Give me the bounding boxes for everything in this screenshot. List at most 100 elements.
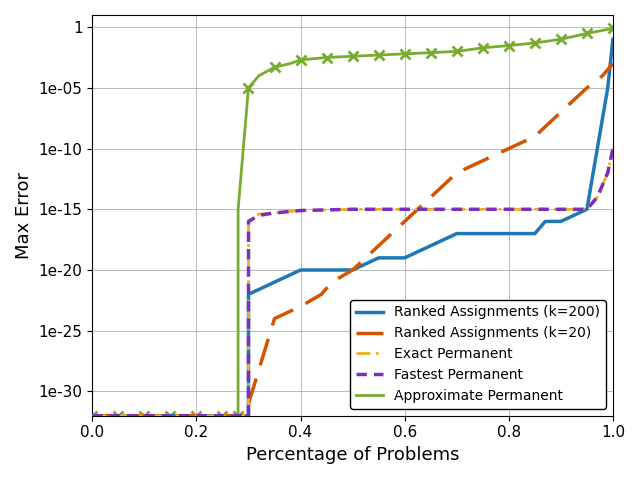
Ranked Assignments (k=20) [609, 61, 617, 67]
Ranked Assignments (k=200) [297, 267, 305, 273]
Ranked Assignments (k=200) [427, 243, 435, 249]
Ranked Assignments (k=200) [479, 231, 486, 237]
Fastest Permanent [505, 206, 513, 212]
Fastest Permanent [244, 413, 252, 419]
Exact Permanent [255, 211, 263, 217]
Ranked Assignments (k=20) [271, 316, 278, 321]
Approximate Permanent [401, 51, 408, 57]
Ranked Assignments (k=20) [583, 85, 591, 91]
Ranked Assignments (k=20) [317, 291, 325, 297]
Ranked Assignments (k=200) [609, 36, 617, 42]
Approximate Permanent [286, 61, 294, 67]
Fastest Permanent [557, 206, 564, 212]
Fastest Permanent [349, 206, 356, 212]
Ranked Assignments (k=20) [598, 73, 606, 79]
Fastest Permanent [609, 146, 617, 151]
Exact Permanent [401, 206, 408, 212]
Ranked Assignments (k=200) [271, 279, 278, 285]
Approximate Permanent [297, 57, 305, 63]
Fastest Permanent [244, 218, 252, 224]
Ranked Assignments (k=200) [244, 413, 252, 419]
Approximate Permanent [375, 52, 383, 58]
Ranked Assignments (k=200) [401, 255, 408, 261]
Ranked Assignments (k=200) [88, 413, 96, 419]
Ranked Assignments (k=200) [593, 146, 601, 151]
Ranked Assignments (k=20) [349, 267, 356, 273]
Ranked Assignments (k=20) [531, 134, 539, 139]
Exact Permanent [453, 206, 461, 212]
Line: Ranked Assignments (k=200): Ranked Assignments (k=200) [92, 39, 613, 416]
Approximate Permanent [234, 413, 242, 419]
Approximate Permanent [166, 413, 174, 419]
Ranked Assignments (k=200) [375, 255, 383, 261]
Ranked Assignments (k=200) [541, 218, 549, 224]
Fastest Permanent [401, 206, 408, 212]
Ranked Assignments (k=20) [234, 413, 242, 419]
Ranked Assignments (k=200) [505, 231, 513, 237]
Legend: Ranked Assignments (k=200), Ranked Assignments (k=20), Exact Permanent, Fastest : Ranked Assignments (k=200), Ranked Assig… [350, 300, 606, 409]
Approximate Permanent [115, 413, 122, 419]
Approximate Permanent [193, 413, 200, 419]
Exact Permanent [609, 146, 617, 151]
Approximate Permanent [557, 36, 564, 42]
Exact Permanent [88, 413, 96, 419]
Exact Permanent [297, 207, 305, 213]
Approximate Permanent [349, 54, 356, 59]
Fastest Permanent [593, 194, 601, 200]
Ranked Assignments (k=200) [531, 231, 539, 237]
Approximate Permanent [234, 206, 242, 212]
Ranked Assignments (k=20) [375, 243, 383, 249]
Ranked Assignments (k=20) [244, 413, 252, 419]
Exact Permanent [583, 206, 591, 212]
Ranked Assignments (k=200) [453, 231, 461, 237]
Exact Permanent [604, 170, 612, 176]
Ranked Assignments (k=20) [427, 194, 435, 200]
Ranked Assignments (k=20) [557, 109, 564, 115]
Ranked Assignments (k=20) [88, 413, 96, 419]
Approximate Permanent [244, 85, 252, 91]
Fastest Permanent [604, 170, 612, 176]
Ranked Assignments (k=20) [479, 158, 486, 164]
Line: Fastest Permanent: Fastest Permanent [92, 148, 613, 416]
Fastest Permanent [297, 207, 305, 213]
Line: Ranked Assignments (k=20): Ranked Assignments (k=20) [92, 64, 613, 416]
Approximate Permanent [88, 413, 96, 419]
Exact Permanent [244, 218, 252, 224]
Exact Permanent [593, 194, 601, 200]
Approximate Permanent [505, 43, 513, 48]
Line: Exact Permanent: Exact Permanent [92, 148, 613, 416]
Ranked Assignments (k=20) [234, 413, 242, 419]
Exact Permanent [244, 413, 252, 419]
Approximate Permanent [141, 413, 148, 419]
Fastest Permanent [271, 210, 278, 216]
Ranked Assignments (k=200) [557, 218, 564, 224]
Ranked Assignments (k=20) [453, 170, 461, 176]
Fastest Permanent [255, 213, 263, 218]
Approximate Permanent [453, 48, 461, 54]
Exact Permanent [234, 413, 242, 419]
Ranked Assignments (k=200) [583, 206, 591, 212]
Ranked Assignments (k=20) [401, 218, 408, 224]
Fastest Permanent [453, 206, 461, 212]
Exact Permanent [505, 206, 513, 212]
Approximate Permanent [219, 413, 227, 419]
Ranked Assignments (k=20) [317, 291, 325, 297]
X-axis label: Percentage of Problems: Percentage of Problems [246, 446, 460, 464]
Approximate Permanent [255, 73, 263, 79]
Ranked Assignments (k=200) [323, 267, 330, 273]
Ranked Assignments (k=200) [234, 413, 242, 419]
Approximate Permanent [427, 50, 435, 56]
Ranked Assignments (k=20) [244, 401, 252, 407]
Ranked Assignments (k=20) [297, 304, 305, 309]
Approximate Permanent [323, 55, 330, 60]
Ranked Assignments (k=200) [234, 413, 242, 419]
Ranked Assignments (k=200) [349, 267, 356, 273]
Exact Permanent [557, 206, 564, 212]
Ranked Assignments (k=200) [604, 85, 612, 91]
Ranked Assignments (k=20) [328, 279, 335, 285]
Exact Permanent [349, 206, 356, 212]
Exact Permanent [271, 210, 278, 216]
Approximate Permanent [583, 31, 591, 36]
Ranked Assignments (k=200) [244, 291, 252, 297]
Exact Permanent [234, 413, 242, 419]
